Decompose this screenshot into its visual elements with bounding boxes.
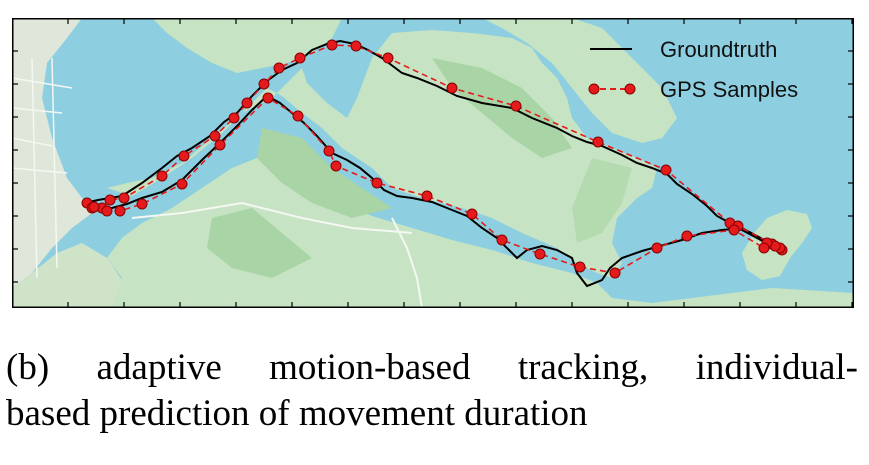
gps-sample-marker	[114, 205, 126, 217]
gps-sample-marker	[292, 110, 304, 122]
gps-sample-marker	[178, 150, 190, 162]
figure-caption: (b) adaptive motion-based tracking, indi…	[6, 345, 858, 437]
gps-sample-marker	[228, 112, 240, 124]
ridge-3	[207, 208, 312, 278]
gps-sample-marker	[273, 62, 285, 74]
gps-sample-marker	[350, 40, 362, 52]
land-left-bottom	[12, 243, 122, 308]
gps-sample-marker	[574, 261, 586, 273]
caption-word: individual-	[695, 347, 858, 388]
gps-sample-marker	[446, 82, 458, 94]
caption-line-1: (b) adaptive motion-based tracking, indi…	[6, 345, 858, 391]
caption-line-2: based prediction of movement duration	[6, 393, 588, 434]
gps-sample-marker	[660, 164, 672, 176]
road-2	[391, 217, 423, 308]
map-frame-border	[12, 18, 854, 308]
gps-sample-marker	[104, 194, 116, 206]
ridge-4	[572, 158, 632, 243]
legend-gps-label: GPS Samples	[660, 77, 798, 102]
caption-word: tracking,	[517, 347, 649, 388]
road-3	[12, 57, 73, 279]
gps-sample-marker	[651, 242, 663, 254]
gps-sample-marker	[262, 92, 274, 104]
gps-sample-marker	[214, 139, 226, 151]
gps-sample-marker	[592, 136, 604, 148]
gps-sample-marker	[330, 160, 342, 172]
gps-sample-marker	[326, 39, 338, 51]
gps-sample-marker	[496, 234, 508, 246]
gps-sample-marker	[323, 145, 335, 157]
gps-sample-marker	[466, 208, 478, 220]
gps-sample-marker	[294, 52, 306, 64]
ridge-2	[432, 58, 572, 158]
gps-sample-marker	[382, 52, 394, 64]
legend-groundtruth-label: Groundtruth	[660, 37, 777, 62]
caption-word: motion-based	[269, 347, 471, 388]
gps-sample-marker	[510, 100, 522, 112]
land-northeast	[482, 18, 677, 143]
gps-sample-marker	[241, 97, 253, 109]
gps-sample-marker	[728, 224, 740, 236]
caption-word: (b)	[6, 347, 50, 388]
ridge-1	[257, 128, 392, 218]
gps-sample-marker	[758, 242, 770, 254]
gps-sample-marker	[258, 78, 270, 90]
gps-sample-marker	[136, 198, 148, 210]
gps-sample-marker	[681, 230, 693, 242]
map-svg[interactable]: Groundtruth GPS Samples	[12, 18, 854, 308]
gps-sample-marker	[209, 130, 221, 142]
gps-sample-marker	[421, 190, 433, 202]
gps-sample-marker	[534, 248, 546, 260]
land-south	[107, 158, 854, 308]
gps-sample-marker	[156, 170, 168, 182]
map-panel[interactable]: Groundtruth GPS Samples	[12, 18, 854, 308]
land-northwest	[152, 18, 342, 73]
gps-sample-marker	[371, 177, 383, 189]
legend-gps-marker-right-icon	[624, 83, 636, 95]
gps-sample-marker	[176, 178, 188, 190]
gps-samples-layer	[81, 39, 788, 279]
caption-word: adaptive	[96, 347, 222, 388]
road-1	[131, 201, 413, 234]
legend: Groundtruth GPS Samples	[588, 37, 798, 102]
gps-sample-marker	[88, 201, 100, 213]
gps-sample-marker	[118, 192, 130, 204]
legend-gps-marker-left-icon	[588, 83, 600, 95]
gps-sample-marker	[101, 205, 113, 217]
gps-sample-marker	[609, 267, 621, 279]
